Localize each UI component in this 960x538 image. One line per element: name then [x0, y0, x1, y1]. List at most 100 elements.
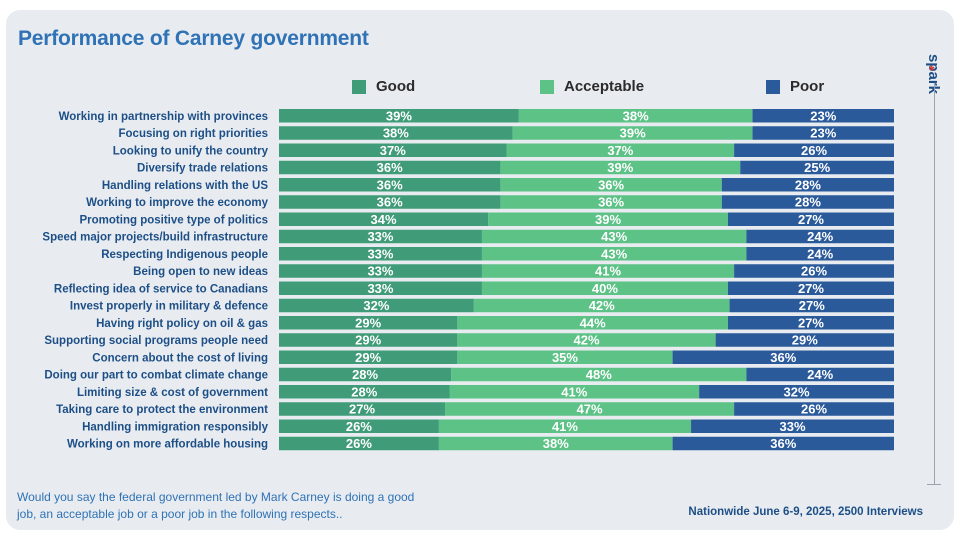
- value-label-acceptable-working-on-more-affordable-housing: 38%: [543, 436, 569, 451]
- bar-poor-taking-care-to-protect-the-environment: [734, 402, 894, 416]
- bar-acceptable-limiting-size-cost-of-government: [449, 385, 700, 399]
- bar-good-diversify-trade-relations: [279, 160, 501, 175]
- value-label-poor-promoting-positive-type-of-politics: 27%: [798, 212, 824, 227]
- bar-poor-promoting-positive-type-of-politics: [727, 212, 894, 226]
- value-label-acceptable-concern-about-the-cost-of-living: 35%: [552, 350, 578, 365]
- bar-acceptable-concern-about-the-cost-of-living: [457, 350, 673, 364]
- bar-good-focusing-on-right-priorities: [279, 126, 513, 140]
- bar-acceptable-supporting-social-programs-people-need: [457, 333, 716, 347]
- category-label-doing-our-part-to-combat-climate-change: Doing our part to combat climate change: [44, 370, 268, 382]
- value-label-poor-taking-care-to-protect-the-environment: 26%: [801, 402, 827, 417]
- bar-good-promoting-positive-type-of-politics: [279, 212, 489, 226]
- value-label-poor-invest-properly-in-military-defence: 27%: [799, 298, 825, 313]
- value-label-acceptable-handling-relations-with-the-us: 36%: [598, 177, 624, 192]
- value-label-poor-reflecting-idea-of-service-to-canadians: 27%: [798, 281, 824, 296]
- legend-item-good: Good: [352, 78, 415, 95]
- bar-poor-working-to-improve-the-economy: [721, 195, 894, 209]
- value-label-poor-handling-relations-with-the-us: 28%: [795, 177, 821, 192]
- value-label-acceptable-diversify-trade-relations: 39%: [607, 160, 633, 175]
- value-label-good-speed-major-projects-build-infrastructure: 33%: [367, 229, 393, 244]
- bar-acceptable-looking-to-unify-the-country: [506, 143, 735, 157]
- bar-acceptable-diversify-trade-relations: [500, 160, 741, 175]
- category-label-working-in-partnership-with-provinces: Working in partnership with provinces: [59, 111, 268, 123]
- category-label-speed-major-projects-build-infrastructure: Speed major projects/build infrastructur…: [42, 232, 268, 244]
- value-label-acceptable-promoting-positive-type-of-politics: 39%: [595, 212, 621, 227]
- value-label-good-working-in-partnership-with-provinces: 39%: [386, 108, 412, 123]
- bar-poor-handling-relations-with-the-us: [721, 178, 894, 192]
- bar-poor-reflecting-idea-of-service-to-canadians: [727, 281, 894, 295]
- value-label-acceptable-respecting-indigenous-people: 43%: [601, 246, 627, 261]
- value-label-good-taking-care-to-protect-the-environment: 27%: [349, 402, 375, 417]
- legend-label-acceptable: Acceptable: [564, 78, 645, 95]
- bar-acceptable-working-on-more-affordable-housing: [438, 436, 673, 451]
- bar-good-being-open-to-new-ideas: [279, 264, 482, 278]
- bar-good-looking-to-unify-the-country: [279, 143, 507, 157]
- legend-swatch-acceptable: [540, 79, 554, 94]
- category-label-concern-about-the-cost-of-living: Concern about the cost of living: [92, 352, 268, 364]
- bar-good-having-right-policy-on-oil-gas: [279, 316, 458, 330]
- value-label-poor-concern-about-the-cost-of-living: 36%: [770, 350, 796, 365]
- value-label-good-concern-about-the-cost-of-living: 29%: [355, 350, 381, 365]
- bar-good-working-in-partnership-with-provinces: [279, 109, 519, 123]
- bar-poor-handling-immigration-responsibly: [691, 419, 894, 433]
- value-label-poor-focusing-on-right-priorities: 23%: [810, 126, 836, 141]
- brand-sidebar: spark *: [918, 26, 948, 506]
- bar-acceptable-respecting-indigenous-people: [481, 247, 747, 261]
- category-label-taking-care-to-protect-the-environment: Taking care to protect the environment: [56, 404, 268, 416]
- value-label-acceptable-working-to-improve-the-economy: 36%: [598, 195, 624, 210]
- category-label-diversify-trade-relations: Diversify trade relations: [137, 163, 268, 175]
- value-label-acceptable-being-open-to-new-ideas: 41%: [595, 264, 621, 279]
- value-label-acceptable-speed-major-projects-build-infrastructure: 43%: [601, 229, 627, 244]
- legend-label-poor: Poor: [790, 78, 825, 95]
- bar-poor-working-on-more-affordable-housing: [672, 436, 894, 451]
- value-label-poor-respecting-indigenous-people: 24%: [807, 246, 833, 261]
- value-label-poor-working-on-more-affordable-housing: 36%: [770, 436, 796, 451]
- category-label-handling-relations-with-the-us: Handling relations with the US: [102, 180, 268, 192]
- category-label-reflecting-idea-of-service-to-canadians: Reflecting idea of service to Canadians: [54, 283, 268, 295]
- bar-acceptable-speed-major-projects-build-infrastructure: [481, 229, 747, 244]
- value-label-acceptable-handling-immigration-responsibly: 41%: [552, 419, 578, 434]
- value-label-acceptable-supporting-social-programs-people-need: 42%: [573, 333, 599, 348]
- bar-poor-limiting-size-cost-of-government: [699, 385, 894, 399]
- value-label-good-handling-relations-with-the-us: 36%: [377, 177, 403, 192]
- value-label-acceptable-reflecting-idea-of-service-to-canadians: 40%: [592, 281, 618, 296]
- bar-acceptable-doing-our-part-to-combat-climate-change: [451, 367, 747, 382]
- value-label-good-invest-properly-in-military-defence: 32%: [363, 298, 389, 313]
- bar-poor-focusing-on-right-priorities: [752, 126, 894, 140]
- value-label-good-supporting-social-programs-people-need: 29%: [355, 333, 381, 348]
- bar-acceptable-being-open-to-new-ideas: [481, 264, 735, 278]
- value-label-poor-handling-immigration-responsibly: 33%: [780, 419, 806, 434]
- bar-poor-invest-properly-in-military-defence: [729, 298, 894, 313]
- bar-acceptable-handling-relations-with-the-us: [500, 178, 722, 192]
- bar-good-supporting-social-programs-people-need: [279, 333, 458, 347]
- bar-acceptable-invest-properly-in-military-defence: [473, 298, 730, 313]
- value-label-good-working-to-improve-the-economy: 36%: [377, 195, 403, 210]
- category-label-being-open-to-new-ideas: Being open to new ideas: [133, 266, 268, 278]
- category-label-promoting-positive-type-of-politics: Promoting positive type of politics: [80, 214, 269, 226]
- bar-good-handling-immigration-responsibly: [279, 419, 439, 433]
- bar-good-concern-about-the-cost-of-living: [279, 350, 458, 364]
- category-label-focusing-on-right-priorities: Focusing on right priorities: [119, 128, 269, 140]
- value-label-good-limiting-size-cost-of-government: 28%: [351, 384, 377, 399]
- bar-acceptable-promoting-positive-type-of-politics: [488, 212, 728, 226]
- value-label-poor-limiting-size-cost-of-government: 32%: [784, 384, 810, 399]
- value-label-acceptable-looking-to-unify-the-country: 37%: [607, 143, 633, 158]
- category-label-looking-to-unify-the-country: Looking to unify the country: [113, 145, 269, 157]
- value-label-poor-looking-to-unify-the-country: 26%: [801, 143, 827, 158]
- bar-good-handling-relations-with-the-us: [279, 178, 501, 192]
- value-label-poor-speed-major-projects-build-infrastructure: 24%: [807, 229, 833, 244]
- value-label-good-handling-immigration-responsibly: 26%: [346, 419, 372, 434]
- category-label-invest-properly-in-military-defence: Invest properly in military & defence: [70, 301, 268, 313]
- legend-label-good: Good: [376, 78, 416, 95]
- bar-poor-respecting-indigenous-people: [746, 247, 894, 261]
- bar-good-speed-major-projects-build-infrastructure: [279, 229, 482, 244]
- bar-good-taking-care-to-protect-the-environment: [279, 402, 446, 416]
- bar-poor-supporting-social-programs-people-need: [715, 333, 894, 347]
- value-label-poor-being-open-to-new-ideas: 26%: [801, 264, 827, 279]
- category-label-handling-immigration-responsibly: Handling immigration responsibly: [82, 421, 269, 433]
- brand-divider-line: [934, 84, 935, 484]
- value-label-acceptable-focusing-on-right-priorities: 39%: [620, 126, 646, 141]
- value-label-good-looking-to-unify-the-country: 37%: [380, 143, 406, 158]
- bar-good-working-on-more-affordable-housing: [279, 436, 439, 451]
- brand-asterisk-icon: *: [929, 62, 935, 78]
